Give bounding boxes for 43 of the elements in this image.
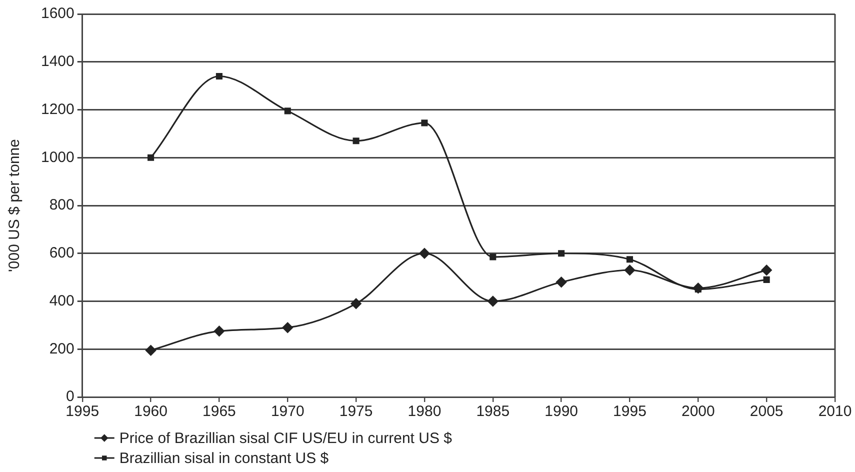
x-tick-label: 1995 [66, 403, 100, 420]
point [419, 248, 430, 259]
point [421, 120, 428, 126]
y-tick-label: 800 [49, 196, 74, 214]
y-axis-title: '000 US $ per tonne [6, 139, 24, 272]
x-tick-label: 1980 [408, 403, 442, 420]
point [145, 345, 156, 356]
x-tick-label: 1965 [202, 403, 236, 420]
y-tick-label: 400 [49, 292, 74, 310]
point [490, 254, 496, 260]
point [558, 250, 565, 257]
point [624, 264, 636, 276]
point [216, 72, 222, 80]
point [761, 264, 772, 276]
y-tick-label: 600 [49, 244, 74, 262]
y-tick-label: 200 [49, 340, 74, 358]
y-tick-label: 1400 [40, 53, 74, 70]
point [350, 298, 362, 309]
point [763, 276, 770, 283]
point [282, 322, 293, 333]
x-tick-label: 1970 [270, 403, 304, 420]
x-tick-label: 1995 [613, 403, 646, 420]
x-tick-label: 1975 [339, 403, 373, 420]
x-tick-label: 1985 [476, 403, 510, 420]
y-tick-label: 1000 [40, 148, 74, 166]
legend-label: Price of Brazillian sisal CIF US/EU in current US $ [119, 430, 453, 448]
point [488, 296, 498, 307]
x-tick-label: 2010 [818, 403, 852, 420]
point [692, 282, 704, 294]
point [352, 138, 360, 144]
x-tick-label: 1990 [544, 403, 578, 420]
x-tick-label: 2000 [681, 403, 715, 420]
legend-label: Brazillian sisal in constant US $ [119, 450, 330, 468]
y-tick-label: 0 [66, 388, 74, 406]
y-tick-label: 1600 [40, 5, 74, 22]
point [626, 256, 634, 263]
point [284, 108, 291, 114]
point [214, 326, 225, 336]
x-tick-label: 2005 [750, 403, 784, 420]
point [556, 276, 567, 288]
y-tick-label: 1200 [40, 100, 74, 118]
x-tick-label: 1960 [134, 403, 168, 420]
point [148, 154, 154, 161]
